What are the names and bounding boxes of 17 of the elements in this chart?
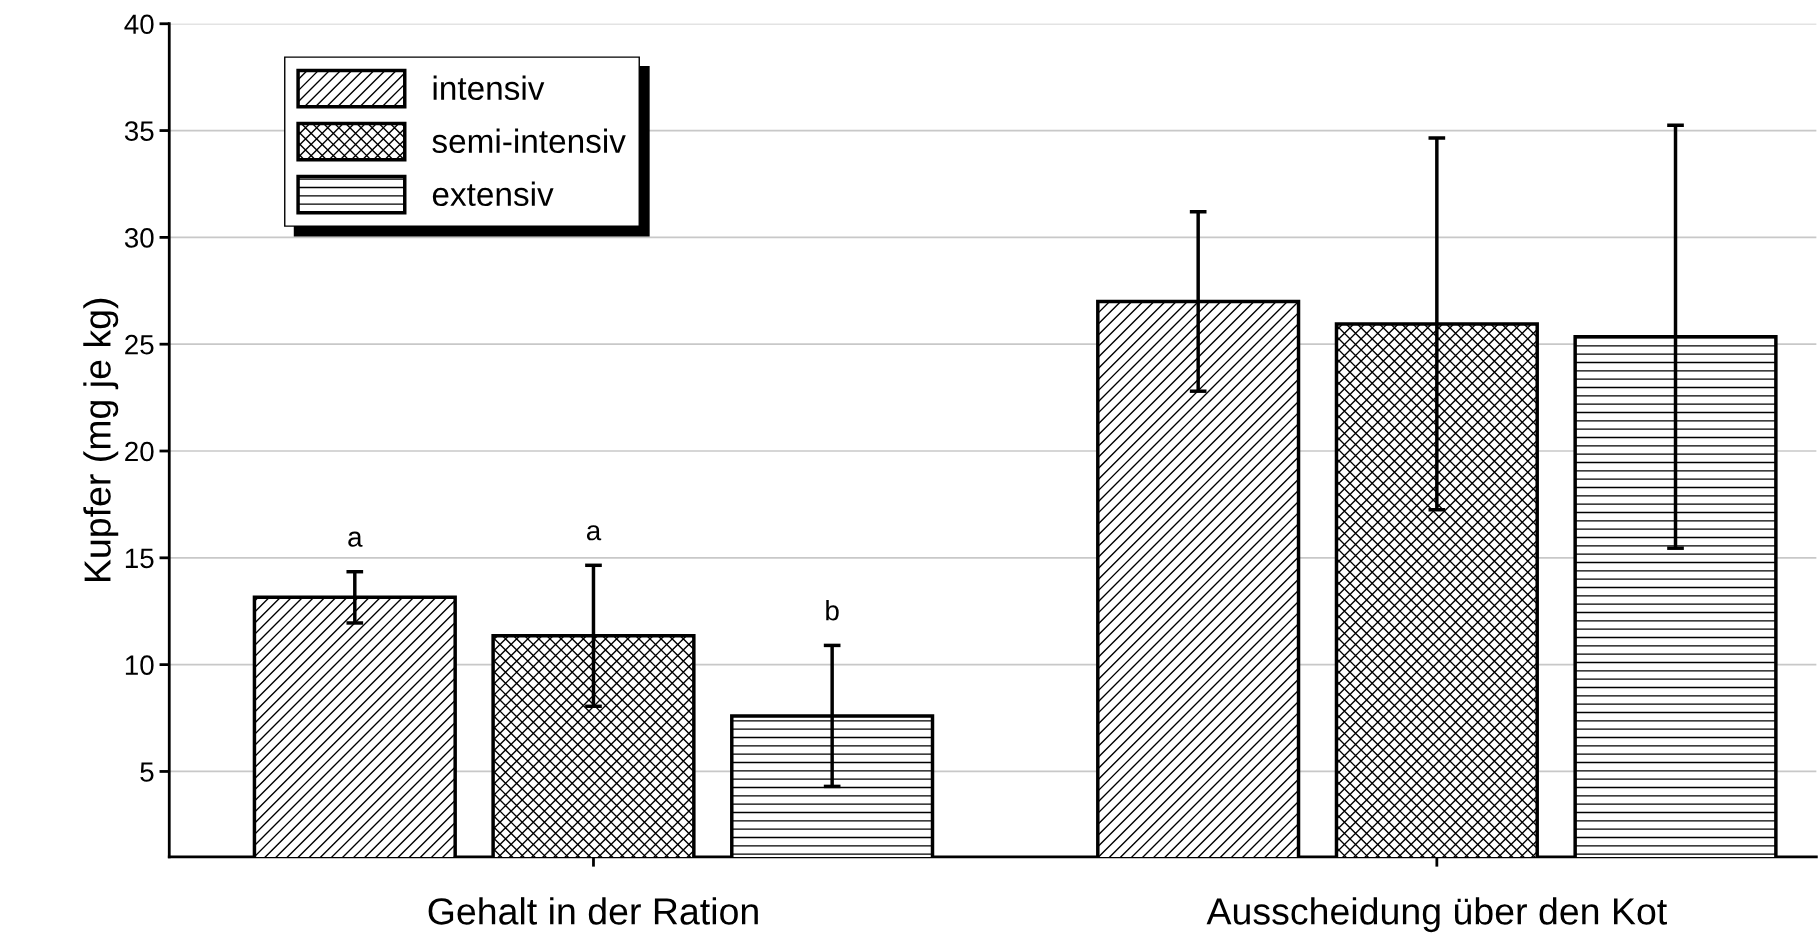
legend-label: extensiv (432, 181, 554, 207)
y-tick-label: 5 (140, 762, 154, 782)
x-tick-label: Gehalt in der Ration (428, 897, 758, 925)
y-tick-label: 15 (125, 548, 154, 569)
y-tick-label: 35 (124, 121, 154, 141)
annotation: a (586, 525, 602, 541)
legend-label: intensiv (433, 75, 545, 101)
y-tick-label: 40 (124, 14, 154, 35)
y-tick-label: 10 (125, 655, 154, 675)
y-tick-label: 30 (124, 228, 154, 248)
x-tick-label: Ausscheidung über den Kot (1206, 897, 1667, 933)
y-tick-label: 20 (125, 441, 154, 462)
y-axis-title: Kupfer (mg je kg) (83, 298, 119, 582)
annotation: b (826, 600, 839, 621)
annotation: a (348, 531, 363, 547)
legend-label: semi-intensiv (432, 128, 626, 154)
y-tick-label: 25 (125, 334, 154, 355)
